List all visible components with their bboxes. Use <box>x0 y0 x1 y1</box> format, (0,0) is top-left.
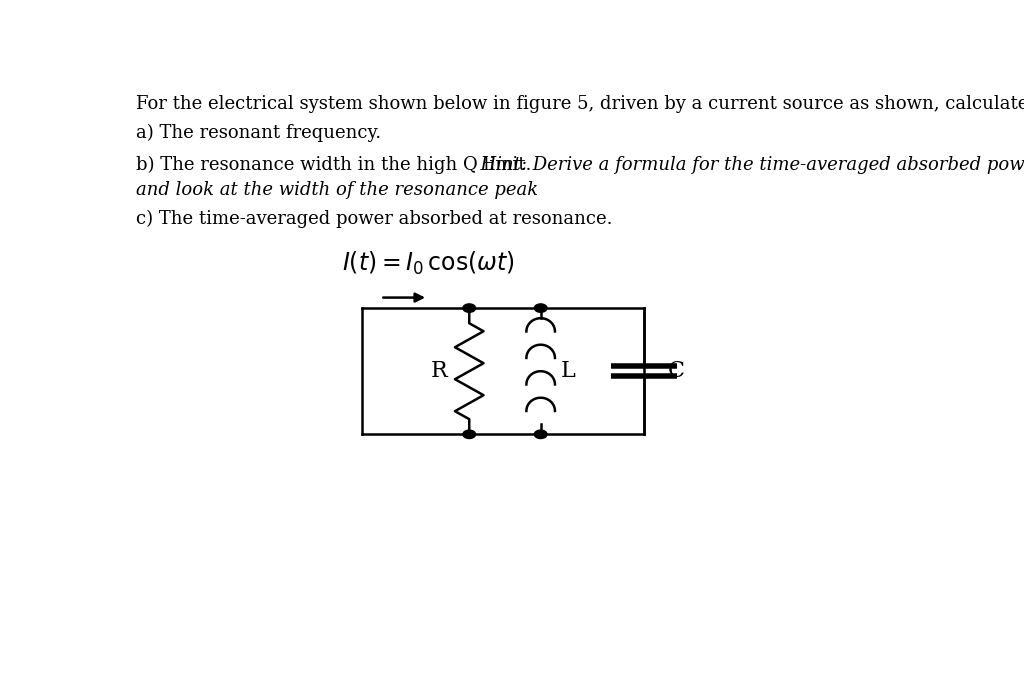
Text: b) The resonance width in the high Q limit.: b) The resonance width in the high Q lim… <box>136 156 531 174</box>
Text: C: C <box>668 360 685 382</box>
Text: c) The time-averaged power absorbed at resonance.: c) The time-averaged power absorbed at r… <box>136 210 612 228</box>
Circle shape <box>535 430 547 438</box>
Text: For the electrical system shown below in figure 5, driven by a current source as: For the electrical system shown below in… <box>136 95 1024 113</box>
Text: R: R <box>431 360 447 382</box>
Circle shape <box>463 430 475 438</box>
Text: and look at the width of the resonance peak: and look at the width of the resonance p… <box>136 181 538 199</box>
Circle shape <box>535 304 547 312</box>
Circle shape <box>463 304 475 312</box>
Text: Hint: Derive a formula for the time-averaged absorbed power: Hint: Derive a formula for the time-aver… <box>469 156 1024 173</box>
Text: a) The resonant frequency.: a) The resonant frequency. <box>136 124 381 142</box>
Text: $I(t) = I_0\,\cos(\omega t)$: $I(t) = I_0\,\cos(\omega t)$ <box>342 249 515 277</box>
Text: L: L <box>560 360 575 382</box>
